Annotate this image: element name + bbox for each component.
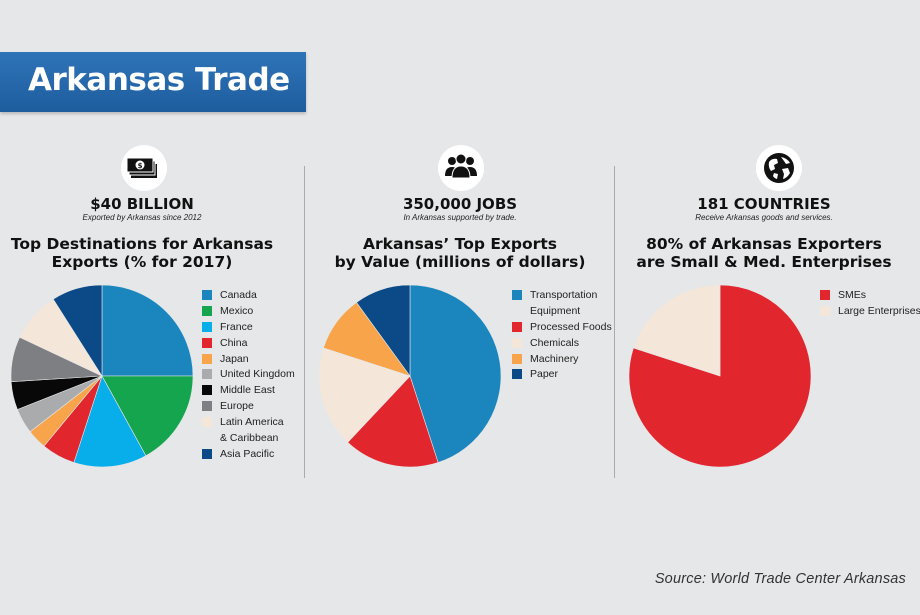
legend-item: China — [202, 337, 295, 353]
legend-label: Machinery — [530, 352, 579, 365]
pie-slice-mexico — [101, 375, 194, 457]
legend-label: Transportation — [530, 289, 598, 301]
legend-swatch — [202, 417, 212, 428]
legend-item: Transportation — [512, 289, 612, 305]
pie-slice-transportation-equipment — [409, 284, 502, 463]
legend-label: France — [220, 320, 253, 333]
legend-label: Europe — [220, 400, 254, 413]
legend-swatch — [202, 448, 212, 459]
legend-item: Canada — [202, 289, 295, 305]
legend-item: United Kingdom — [202, 368, 295, 384]
legend-item: France — [202, 321, 295, 337]
chart-title: 80% of Arkansas Exporters are Small & Me… — [636, 235, 892, 271]
stat-value: 350,000 JOBS — [402, 195, 518, 213]
pie-slice-large-enterprises — [633, 284, 721, 377]
legend-swatch — [202, 385, 212, 396]
legend-label: Middle East — [220, 384, 275, 397]
chart-title: Arkansas’ Top Exports by Value (millions… — [334, 235, 586, 271]
panel-destinations: $ $40 BILLION Exported by Arkansas since… — [0, 145, 300, 545]
globe-icon — [756, 145, 802, 191]
legend-item: Middle East — [202, 384, 295, 400]
legend-swatch — [512, 369, 522, 380]
legend-label: China — [220, 336, 248, 349]
legend-label: Mexico — [220, 304, 254, 317]
legend-label: United Kingdom — [220, 368, 295, 381]
legend-swatch — [202, 305, 212, 316]
legend-label: & Caribbean — [220, 432, 279, 445]
title-banner: Arkansas Trade — [0, 52, 306, 112]
legend-label: Equipment — [530, 304, 581, 317]
stat-value: $40 BILLION — [90, 195, 194, 213]
stat-caption: Receive Arkansas goods and services. — [695, 213, 833, 222]
stat-value: 181 COUNTRIES — [697, 195, 831, 213]
money-icon: $ — [121, 145, 167, 191]
legend-swatch — [820, 305, 830, 316]
legend-top-exports: Transportation Equipment Processed Foods Ch… — [512, 289, 612, 384]
pie-slice-chemicals — [318, 347, 411, 443]
legend-swatch — [202, 369, 212, 380]
legend-item: Asia Pacific — [202, 448, 295, 464]
legend-destinations: Canada Mexico France China Japan United Kingd… — [202, 289, 295, 464]
legend-label: Large Enterprises — [838, 304, 920, 317]
legend-label: Paper — [530, 368, 559, 381]
pie-slice-paper — [356, 284, 411, 377]
legend-swatch — [512, 337, 522, 348]
divider — [614, 166, 615, 478]
legend-swatch — [202, 321, 212, 332]
legend-label: Asia Pacific — [220, 447, 275, 460]
legend-item: SMEs — [820, 289, 920, 305]
people-icon — [438, 145, 484, 191]
page-title: Arkansas Trade — [28, 62, 290, 98]
legend-swatch — [202, 290, 212, 300]
pie-slice-france — [73, 375, 147, 468]
panel-exporters: 181 COUNTRIES Receive Arkansas goods and… — [617, 145, 917, 545]
legend-swatch — [820, 290, 830, 300]
legend-swatch — [202, 353, 212, 364]
legend-swatch — [512, 321, 522, 332]
divider — [304, 166, 305, 478]
legend-label: Japan — [220, 352, 249, 365]
legend-exporters: SMEs Large Enterprises — [820, 289, 920, 321]
legend-item: Machinery — [512, 353, 612, 369]
legend-item: Mexico — [202, 305, 295, 321]
legend-item: Japan — [202, 353, 295, 369]
legend-item: Chemicals — [512, 337, 612, 353]
legend-swatch — [512, 353, 522, 364]
pie-slice-processed-foods — [347, 375, 439, 468]
legend-item: Large Enterprises — [820, 305, 920, 321]
legend-label: Latin America — [220, 416, 284, 429]
pie-slice-asia-pacific — [52, 284, 103, 378]
legend-item: Europe — [202, 400, 295, 416]
legend-label: Chemicals — [530, 336, 580, 349]
legend-item: & Caribbean — [202, 432, 295, 448]
pie-slice-canada — [101, 284, 194, 377]
legend-item: Processed Foods — [512, 321, 612, 337]
svg-text:$: $ — [138, 162, 143, 170]
legend-item: Latin America — [202, 416, 295, 432]
legend-swatch — [202, 401, 212, 412]
legend-item: Paper — [512, 368, 612, 384]
source-note: Source: World Trade Center Arkansas — [654, 571, 906, 587]
legend-item: Equipment — [512, 305, 612, 321]
stat-caption: In Arkansas supported by trade. — [403, 213, 517, 222]
legend-label: Canada — [220, 289, 257, 301]
legend-swatch — [512, 290, 522, 300]
chart-title: Top Destinations for Arkansas Exports (%… — [10, 235, 274, 271]
stat-caption: Exported by Arkansas since 2012 — [82, 213, 202, 222]
panel-top-exports: 350,000 JOBS In Arkansas supported by tr… — [310, 145, 610, 545]
legend-swatch — [202, 337, 212, 348]
legend-label: Processed Foods — [530, 320, 612, 333]
legend-label: SMEs — [838, 289, 867, 301]
